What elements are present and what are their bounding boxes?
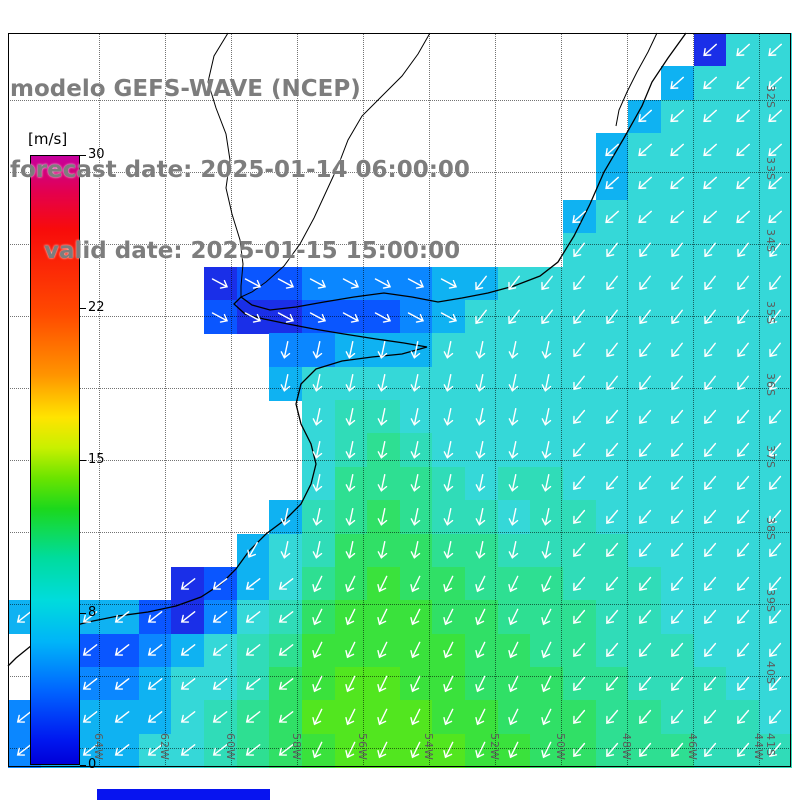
gridline-horizontal xyxy=(8,604,791,605)
lat-label: 36S xyxy=(764,373,777,397)
lat-label: 40S xyxy=(764,661,777,685)
gridline-horizontal xyxy=(8,316,791,317)
gridline-vertical xyxy=(627,33,628,767)
gridline-horizontal xyxy=(8,172,791,173)
gridline-vertical xyxy=(495,33,496,767)
gridline-horizontal xyxy=(8,748,791,749)
map-frame-border xyxy=(8,33,791,767)
colorbar-tick-label: 0 xyxy=(88,757,97,772)
colorbar-tick-label: 22 xyxy=(88,299,105,315)
parana-river-line xyxy=(207,32,244,297)
colorbar-tick-mark xyxy=(80,612,86,614)
lon-label: 56W xyxy=(356,733,369,761)
colorbar-tick-mark xyxy=(80,765,86,766)
forecast-date: forecast date: 2025-01-14 06:00:00 xyxy=(10,157,470,183)
gridline-vertical xyxy=(561,33,562,767)
lon-label: 48W xyxy=(620,733,633,761)
lat-label: 39S xyxy=(764,589,777,613)
lon-label: 52W xyxy=(488,733,501,761)
gridline-vertical xyxy=(693,33,694,767)
gridline-vertical xyxy=(165,33,166,767)
gridline-horizontal xyxy=(8,100,791,101)
gridline-vertical xyxy=(99,33,100,767)
colorbar-tick-label: 8 xyxy=(88,604,97,620)
title-block: modelo GEFS-WAVE (NCEP) forecast date: 2… xyxy=(10,22,470,319)
gridline-horizontal xyxy=(8,676,791,677)
gridline-horizontal xyxy=(8,388,791,389)
colorbar-tick-mark xyxy=(80,155,86,156)
lon-label: 62W xyxy=(158,733,171,761)
bottom-blue-strip xyxy=(97,789,270,800)
colorbar-tick-label: 15 xyxy=(88,452,105,467)
gridline-vertical xyxy=(363,33,364,767)
gridline-horizontal xyxy=(8,244,791,245)
lon-label: 58W xyxy=(290,733,303,761)
lon-label: 44W xyxy=(752,733,765,761)
model-title: modelo GEFS-WAVE (NCEP) xyxy=(10,76,361,102)
lat-label: 32S xyxy=(764,85,777,109)
colorbar-tick-label: 30 xyxy=(88,147,105,162)
lon-label: 54W xyxy=(422,733,435,761)
lat-label: 41S xyxy=(764,733,777,757)
gridline-horizontal xyxy=(8,532,791,533)
colorbar-tick-mark xyxy=(80,460,86,461)
gridline-vertical xyxy=(231,33,232,767)
colorbar-gradient xyxy=(30,155,80,765)
gridline-vertical xyxy=(759,33,760,767)
coastal-lagoon-line xyxy=(615,32,658,127)
lat-label: 34S xyxy=(764,229,777,253)
lon-label: 50W xyxy=(554,733,567,761)
lon-label: 46W xyxy=(686,733,699,761)
uruguay-river-line xyxy=(240,32,431,298)
valid-date: valid date: 2025-01-15 15:00:00 xyxy=(44,238,461,264)
lon-label: 60W xyxy=(224,733,237,761)
lat-label: 35S xyxy=(764,301,777,325)
lat-label: 33S xyxy=(764,157,777,181)
colorbar-tick-mark xyxy=(80,307,86,309)
gridline-vertical xyxy=(429,33,430,767)
lon-label: 64W xyxy=(92,733,105,761)
lat-label: 37S xyxy=(764,445,777,469)
colorbar-unit-label: [m/s] xyxy=(28,130,68,148)
gridline-horizontal xyxy=(8,460,791,461)
lat-label: 38S xyxy=(764,517,777,541)
